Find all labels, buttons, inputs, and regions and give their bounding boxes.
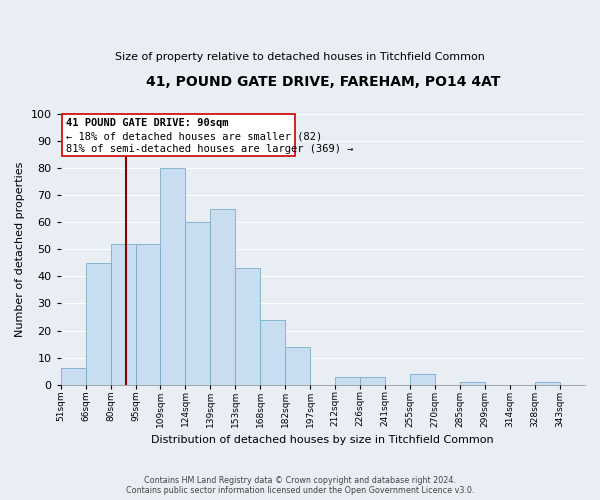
Title: 41, POUND GATE DRIVE, FAREHAM, PO14 4AT: 41, POUND GATE DRIVE, FAREHAM, PO14 4AT bbox=[146, 75, 500, 89]
Bar bbox=[335, 376, 360, 384]
Bar bbox=[211, 208, 235, 384]
Bar bbox=[410, 374, 435, 384]
Bar bbox=[460, 382, 485, 384]
Text: 41 POUND GATE DRIVE: 90sqm: 41 POUND GATE DRIVE: 90sqm bbox=[65, 118, 228, 128]
Bar bbox=[535, 382, 560, 384]
FancyBboxPatch shape bbox=[62, 114, 295, 156]
Bar bbox=[286, 347, 310, 385]
Bar bbox=[235, 268, 260, 384]
Bar bbox=[136, 244, 160, 384]
Text: Size of property relative to detached houses in Titchfield Common: Size of property relative to detached ho… bbox=[115, 52, 485, 62]
X-axis label: Distribution of detached houses by size in Titchfield Common: Distribution of detached houses by size … bbox=[151, 435, 494, 445]
Bar bbox=[86, 263, 110, 384]
Text: Contains HM Land Registry data © Crown copyright and database right 2024.
Contai: Contains HM Land Registry data © Crown c… bbox=[126, 476, 474, 495]
Bar bbox=[61, 368, 86, 384]
Text: 81% of semi-detached houses are larger (369) →: 81% of semi-detached houses are larger (… bbox=[65, 144, 353, 154]
Bar bbox=[185, 222, 211, 384]
Bar bbox=[160, 168, 185, 384]
Bar bbox=[260, 320, 286, 384]
Text: ← 18% of detached houses are smaller (82): ← 18% of detached houses are smaller (82… bbox=[65, 132, 322, 141]
Y-axis label: Number of detached properties: Number of detached properties bbox=[15, 162, 25, 337]
Bar bbox=[110, 244, 136, 384]
Bar bbox=[360, 376, 385, 384]
